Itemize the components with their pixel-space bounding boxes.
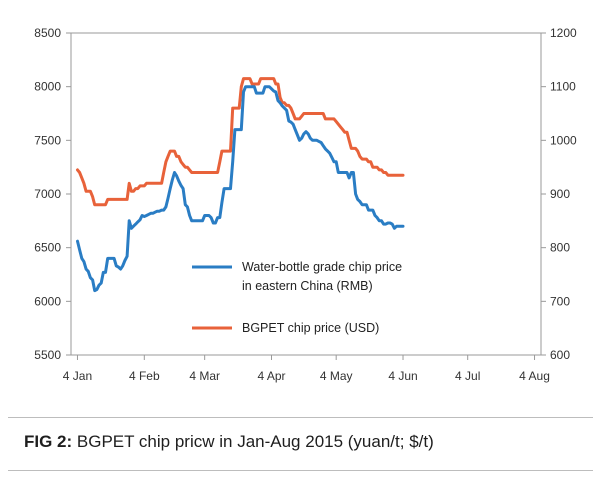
figure-caption: FIG 2: BGPET chip pricw in Jan-Aug 2015 … <box>24 432 434 452</box>
left-tick-label: 5500 <box>34 348 61 362</box>
x-axis: 4 Jan 4 Feb 4 Mar 4 Apr 4 May 4 Jun 4 Jul 4 Aug <box>63 355 550 383</box>
x-tick-label: 4 Aug <box>519 369 550 383</box>
x-tick-label: 4 Feb <box>129 369 160 383</box>
x-tick-label: 4 Mar <box>189 369 220 383</box>
x-tick-label: 4 May <box>320 369 353 383</box>
legend-label-water-bottle-line1: Water-bottle grade chip price <box>242 260 402 274</box>
legend-label-water-bottle-line2: in eastern China (RMB) <box>242 279 373 293</box>
x-tick-label: 4 Jun <box>388 369 417 383</box>
left-tick-label: 7000 <box>34 187 61 201</box>
caption-bottom-rule <box>8 470 593 471</box>
left-tick-label: 8500 <box>34 26 61 40</box>
left-tick-label: 6000 <box>34 294 61 308</box>
left-tick-label: 7500 <box>34 133 61 147</box>
series-line-bgpet <box>76 77 405 207</box>
left-axis: 5500 6000 6500 7000 7500 8000 8500 <box>34 26 71 362</box>
x-tick-label: 4 Jan <box>63 369 92 383</box>
right-tick-label: 900 <box>550 187 570 201</box>
right-tick-label: 1100 <box>550 80 576 94</box>
series-layer <box>76 77 405 293</box>
x-tick-label: 4 Jul <box>455 369 480 383</box>
caption-top-rule <box>8 417 593 418</box>
right-tick-label: 1200 <box>550 26 577 40</box>
figure-label: FIG 2: <box>24 432 73 451</box>
plot-area <box>70 32 542 356</box>
legend: Water-bottle grade chip price in eastern… <box>192 260 402 335</box>
x-tick-label: 4 Apr <box>257 369 285 383</box>
price-chart: 5500 6000 6500 7000 7500 8000 8500 600 700 800 90… <box>34 26 577 383</box>
left-tick-label: 8000 <box>34 80 61 94</box>
right-tick-label: 700 <box>550 294 570 308</box>
right-tick-label: 600 <box>550 348 570 362</box>
right-tick-label: 800 <box>550 241 570 255</box>
series-line-water-bottle <box>76 85 405 293</box>
figure-caption-text: BGPET chip pricw in Jan-Aug 2015 (yuan/t… <box>72 432 434 451</box>
right-tick-label: 1000 <box>550 133 577 147</box>
right-axis: 600 700 800 900 1000 1100 1200 <box>541 26 577 362</box>
left-tick-label: 6500 <box>34 241 61 255</box>
legend-label-bgpet: BGPET chip price (USD) <box>242 321 379 335</box>
